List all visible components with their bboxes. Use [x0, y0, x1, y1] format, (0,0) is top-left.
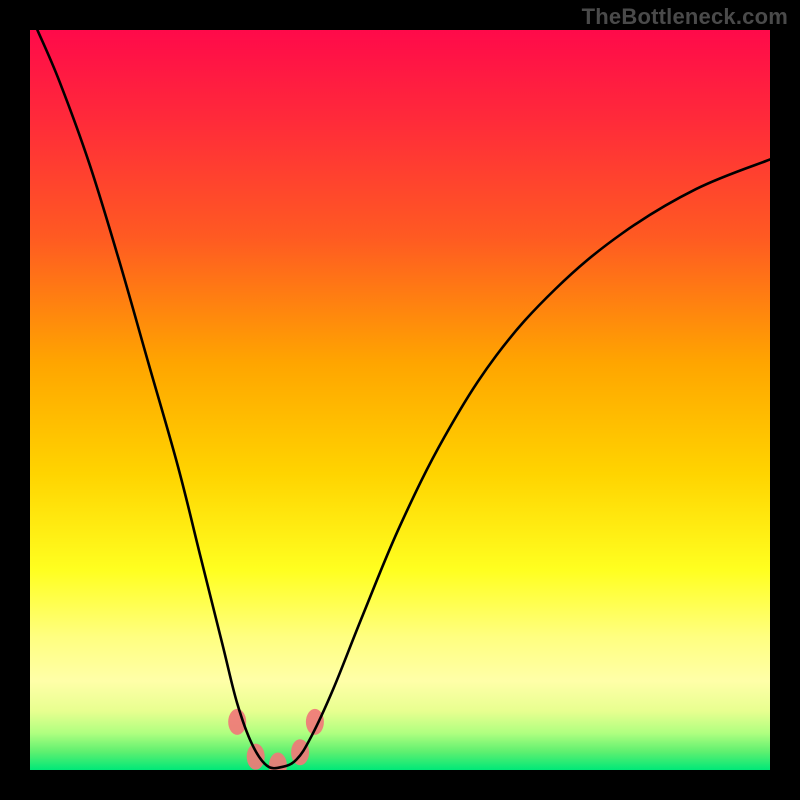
plot-svg	[30, 30, 770, 770]
plot-area	[30, 30, 770, 770]
watermark-text: TheBottleneck.com	[582, 4, 788, 30]
chart-frame: TheBottleneck.com	[0, 0, 800, 800]
gradient-background	[30, 30, 770, 770]
marker-dot	[247, 744, 265, 770]
